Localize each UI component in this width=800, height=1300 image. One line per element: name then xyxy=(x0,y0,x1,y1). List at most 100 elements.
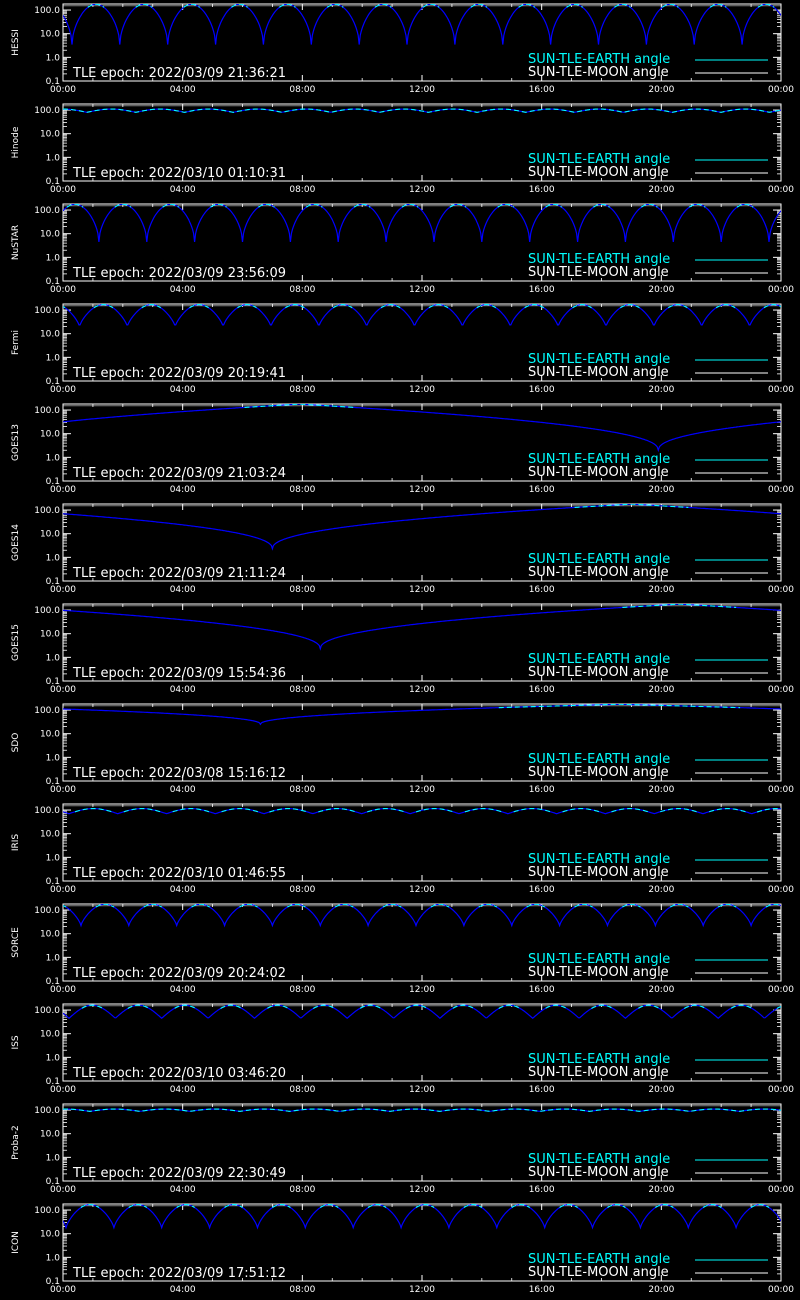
y-tick-label: 0.1 xyxy=(46,177,60,187)
x-tick-label: 20:00 xyxy=(648,85,674,95)
legend-moon-label: SUN-TLE-MOON angle xyxy=(528,465,669,480)
sun-earth-angle-segment xyxy=(776,1006,781,1009)
y-tick-label: 0.1 xyxy=(46,77,60,87)
x-tick-label: 08:00 xyxy=(289,385,315,395)
sun-earth-angle-segment xyxy=(513,808,551,813)
y-tick-label: 1.0 xyxy=(46,53,61,63)
tle-epoch-label: TLE epoch: 2022/03/09 21:11:24 xyxy=(72,566,286,581)
x-tick-label: 08:00 xyxy=(289,185,315,195)
x-tick-label: 20:00 xyxy=(648,385,674,395)
tle-epoch-label: TLE epoch: 2022/03/09 22:30:49 xyxy=(72,1166,286,1181)
sun-earth-angle-segment xyxy=(332,304,353,309)
x-tick-label: 16:00 xyxy=(529,185,555,195)
legend-earth-label: SUN-TLE-EARTH angle xyxy=(528,352,670,367)
satellite-name: GOES13 xyxy=(11,424,21,461)
satellite-name: SORCE xyxy=(11,927,21,958)
y-tick-label: 1.0 xyxy=(46,1253,61,1263)
satellite-name: HESSI xyxy=(11,29,21,56)
sun-earth-angle-segment xyxy=(497,204,514,208)
sun-earth-angle-segment xyxy=(176,1204,195,1209)
x-tick-label: 08:00 xyxy=(289,85,315,95)
sun-earth-angle-segment xyxy=(641,204,658,208)
x-tick-label: 08:00 xyxy=(289,985,315,995)
tle-epoch-label: TLE epoch: 2022/03/09 17:51:12 xyxy=(72,1266,286,1281)
sun-earth-angle-segment xyxy=(183,4,200,8)
sun-earth-angle-segment xyxy=(63,1108,781,1112)
satellite-name: GOES14 xyxy=(11,524,21,561)
y-tick-label: 0.1 xyxy=(46,977,60,987)
sun-angle-curve xyxy=(63,404,781,453)
y-tick-label: 1.0 xyxy=(46,1153,61,1163)
sun-earth-angle-segment xyxy=(313,1004,335,1009)
legend-earth-label: SUN-TLE-EARTH angle xyxy=(528,1252,670,1267)
x-tick-label: 08:00 xyxy=(289,585,315,595)
x-tick-label: 20:00 xyxy=(648,985,674,995)
legend-earth-label: SUN-TLE-EARTH angle xyxy=(528,852,670,867)
sun-earth-angle-segment xyxy=(566,4,583,8)
x-tick-label: 00:00 xyxy=(50,285,76,295)
x-tick-label: 12:00 xyxy=(409,285,435,295)
y-tick-label: 0.1 xyxy=(46,677,60,687)
legend-earth-label: SUN-TLE-EARTH angle xyxy=(528,152,670,167)
x-tick-label: 00:00 xyxy=(768,385,794,395)
y-tick-label: 0.1 xyxy=(46,1277,60,1287)
x-tick-label: 04:00 xyxy=(170,585,196,595)
satellite-name: IRIS xyxy=(11,834,21,852)
x-tick-label: 16:00 xyxy=(529,285,555,295)
sun-earth-angle-segment xyxy=(572,304,592,309)
tle-epoch-label: TLE epoch: 2022/03/10 03:46:20 xyxy=(72,1066,286,1081)
legend-moon-label: SUN-TLE-MOON angle xyxy=(528,765,669,780)
y-tick-label: 1.0 xyxy=(46,1053,61,1063)
sun-earth-angle-segment xyxy=(449,204,467,208)
x-tick-label: 04:00 xyxy=(170,185,196,195)
sun-earth-angle-segment xyxy=(189,304,209,309)
chart-panel-sdo: 100.010.01.00.100:00 04:00 08:00 12:00 16:00… xyxy=(11,703,794,795)
sun-earth-angle-segment xyxy=(622,604,737,608)
sun-earth-angle-segment xyxy=(518,4,536,8)
sun-earth-angle-segment xyxy=(717,904,737,908)
sun-earth-angle-segment xyxy=(667,304,688,309)
y-tick-label: 100.0 xyxy=(34,406,60,416)
sun-earth-angle-segment xyxy=(135,4,153,8)
sun-earth-angle-segment xyxy=(611,808,649,813)
x-tick-label: 00:00 xyxy=(768,1285,794,1295)
y-tick-label: 10.0 xyxy=(40,530,60,540)
sun-earth-angle-segment xyxy=(511,1204,531,1209)
sun-angle-curve xyxy=(63,604,781,651)
y-tick-label: 0.1 xyxy=(46,477,60,487)
y-tick-label: 10.0 xyxy=(40,830,60,840)
sun-earth-angle-segment xyxy=(464,808,502,813)
sun-earth-angle-segment xyxy=(660,808,698,813)
x-tick-label: 20:00 xyxy=(648,1285,674,1295)
tle-epoch-label: TLE epoch: 2022/03/09 23:56:09 xyxy=(72,266,286,281)
y-tick-label: 0.1 xyxy=(46,777,60,787)
chart-panel-icon: 100.010.01.00.100:00 04:00 08:00 12:00 16:00… xyxy=(11,1203,794,1295)
sun-angle-curve xyxy=(63,1204,781,1230)
x-tick-label: 04:00 xyxy=(170,785,196,795)
x-tick-label: 12:00 xyxy=(409,85,435,95)
tle-epoch-label: TLE epoch: 2022/03/10 01:46:55 xyxy=(72,866,286,881)
x-tick-label: 16:00 xyxy=(529,1185,555,1195)
sun-earth-angle-segment xyxy=(141,304,162,309)
legend-moon-label: SUN-TLE-MOON angle xyxy=(528,565,669,580)
sun-earth-angle-segment xyxy=(269,808,308,813)
x-tick-label: 00:00 xyxy=(50,885,76,895)
sun-earth-angle-segment xyxy=(470,4,488,8)
x-tick-label: 20:00 xyxy=(648,485,674,495)
sun-earth-angle-segment xyxy=(562,808,600,813)
satellite-name: Hinode xyxy=(11,126,21,158)
sun-earth-angle-segment xyxy=(401,204,419,208)
y-tick-label: 0.1 xyxy=(46,877,60,887)
y-tick-label: 1.0 xyxy=(46,253,61,263)
y-tick-label: 1.0 xyxy=(46,753,61,763)
y-tick-label: 1.0 xyxy=(46,953,61,963)
y-tick-label: 10.0 xyxy=(40,1030,60,1040)
x-tick-label: 12:00 xyxy=(409,485,435,495)
legend-moon-label: SUN-TLE-MOON angle xyxy=(528,265,669,280)
y-tick-label: 100.0 xyxy=(34,506,60,516)
tle-epoch-label: TLE epoch: 2022/03/09 20:24:02 xyxy=(72,966,286,981)
y-tick-label: 0.1 xyxy=(46,1077,60,1087)
legend-earth-label: SUN-TLE-EARTH angle xyxy=(528,252,670,267)
y-tick-label: 10.0 xyxy=(40,430,60,440)
sun-earth-angle-segment xyxy=(620,304,640,309)
